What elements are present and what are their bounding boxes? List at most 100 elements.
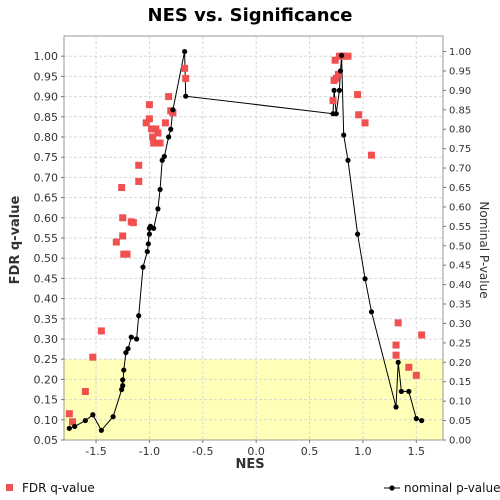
fdr-point xyxy=(344,52,352,60)
y-tick-label-right: 0.15 xyxy=(449,377,471,388)
nominal-p-point xyxy=(336,87,343,93)
y-axis-label-left: FDR q-value xyxy=(8,195,23,284)
nominal-p-point xyxy=(393,404,399,410)
nominal-p-point xyxy=(128,334,134,340)
nominal-p-point xyxy=(182,48,188,55)
fdr-point xyxy=(135,161,143,169)
fdr-point xyxy=(354,91,362,99)
nominal-p-point xyxy=(159,157,165,163)
y-tick-label-right: 0.35 xyxy=(449,300,471,311)
y-tick-label-left: 0.45 xyxy=(34,272,59,285)
y-tick-label-right: 0.90 xyxy=(449,86,471,97)
nominal-p-point xyxy=(145,241,151,247)
y-tick-label-right: 0.05 xyxy=(449,416,471,427)
fdr-point xyxy=(119,232,127,240)
y-tick-label-left: 0.35 xyxy=(34,313,59,326)
x-tick-label: 0.0 xyxy=(247,445,265,458)
nominal-p-point xyxy=(144,248,150,255)
y-tick-label-right: 0.65 xyxy=(449,183,471,194)
y-tick-label-left: 0.25 xyxy=(34,353,59,366)
nominal-p-point xyxy=(368,309,375,315)
fdr-point xyxy=(142,119,150,127)
nominal-p-point xyxy=(170,107,176,113)
y-tick-label-right: 0.60 xyxy=(449,202,471,213)
nominal-p-point xyxy=(166,134,172,140)
fdr-point xyxy=(123,250,131,258)
y-tick-label-left: 0.55 xyxy=(34,232,59,245)
y-axis-label-right: Nominal P-value xyxy=(477,201,491,298)
nominal-p-point xyxy=(406,388,412,395)
nominal-p-point xyxy=(419,417,425,424)
fdr-point xyxy=(65,410,73,418)
y-tick-label-left: 0.50 xyxy=(34,252,59,265)
nominal-p-point xyxy=(151,225,157,231)
legend: FDR q-value nominal p-value xyxy=(6,481,500,495)
legend-nominal-marker xyxy=(389,485,395,491)
fdr-point xyxy=(418,331,426,339)
fdr-point xyxy=(154,129,162,137)
y-tick-label-right: 0.40 xyxy=(449,280,471,291)
x-tick-label: 1.0 xyxy=(354,445,372,458)
nominal-p-point xyxy=(120,377,126,383)
nominal-p-point xyxy=(395,359,401,365)
fdr-point xyxy=(332,74,340,82)
fdr-point xyxy=(112,238,120,246)
y-tick-label-right: 0.00 xyxy=(449,436,471,447)
fdr-point xyxy=(148,125,156,133)
nominal-p-point xyxy=(110,414,116,420)
fdr-point xyxy=(81,388,89,396)
x-tick-label: -1.0 xyxy=(139,445,160,458)
y-tick-label-left: 0.75 xyxy=(34,151,59,164)
y-tick-label-left: 0.20 xyxy=(34,373,59,386)
y-tick-label-right: 0.50 xyxy=(449,241,471,252)
nominal-p-point xyxy=(338,52,345,59)
fdr-point xyxy=(405,363,413,371)
nominal-p-point xyxy=(123,349,129,356)
y-tick-label-left: 0.95 xyxy=(34,70,59,83)
y-tick-label-right: 0.10 xyxy=(449,397,471,408)
fdr-point xyxy=(182,74,190,82)
fdr-point xyxy=(361,119,369,127)
nominal-p-point xyxy=(136,313,142,319)
nominal-p-point xyxy=(72,423,78,430)
y-tick-label-right: 0.20 xyxy=(449,358,471,369)
nominal-p-point xyxy=(125,346,131,352)
fdr-point xyxy=(118,184,126,191)
nominal-p-point xyxy=(120,383,126,389)
fdr-point xyxy=(69,418,77,426)
fdr-point xyxy=(129,219,137,227)
nominal-p-point xyxy=(345,157,351,163)
y-tick-label-left: 0.30 xyxy=(34,333,59,346)
x-tick-label: 1.5 xyxy=(408,445,426,458)
nominal-p-point xyxy=(98,427,104,433)
x-tick-label: -0.5 xyxy=(192,445,213,458)
fdr-point xyxy=(149,133,157,141)
y-tick-label-right: 0.55 xyxy=(449,222,471,233)
y-tick-label-left: 0.40 xyxy=(34,293,59,306)
nominal-p-point xyxy=(413,416,419,422)
fdr-point xyxy=(169,109,177,117)
nominal-p-point xyxy=(331,87,337,93)
legend-fdr-marker xyxy=(6,484,13,491)
y-tick-label-left: 0.70 xyxy=(34,171,59,184)
grid xyxy=(64,36,443,441)
nominal-p-point xyxy=(157,186,163,193)
fdr-point xyxy=(119,214,127,222)
nominal-p-point xyxy=(133,336,140,342)
legend-fdr-label: FDR q-value xyxy=(22,481,95,495)
y-tick-label-right: 0.80 xyxy=(449,125,471,136)
fdr-point xyxy=(145,115,153,123)
fdr-point xyxy=(145,101,153,109)
nominal-p-point xyxy=(90,412,96,418)
x-axis-label: NES xyxy=(235,457,264,472)
y-tick-label-right: 0.25 xyxy=(449,338,471,349)
y-tick-label-left: 0.90 xyxy=(34,91,59,104)
data-points xyxy=(65,48,426,433)
fdr-point xyxy=(394,319,402,327)
nominal-p-point xyxy=(140,264,146,270)
y-tick-label-right: 0.45 xyxy=(449,261,471,272)
y-tick-label-right: 0.85 xyxy=(449,105,471,116)
y-tick-label-right: 1.00 xyxy=(449,47,471,58)
nominal-p-point xyxy=(354,231,361,237)
